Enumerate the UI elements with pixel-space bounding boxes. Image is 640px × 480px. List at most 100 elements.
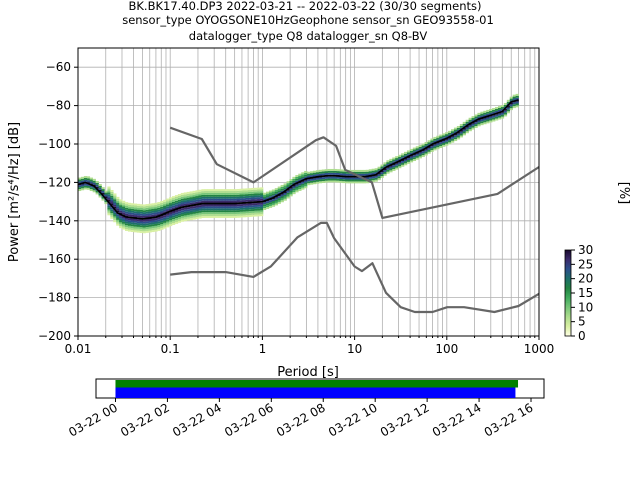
density-cell — [101, 189, 105, 191]
density-cell — [401, 164, 405, 167]
density-cell — [362, 169, 367, 172]
density-cell — [327, 168, 331, 171]
density-cell — [374, 177, 378, 180]
density-cell — [289, 190, 293, 193]
density-cell — [497, 109, 502, 112]
density-cell — [324, 178, 328, 181]
density-cell — [386, 164, 390, 166]
density-cell — [201, 191, 205, 194]
density-cell — [145, 204, 149, 206]
density-cell — [359, 179, 364, 182]
density-cell — [465, 119, 469, 122]
density-cell — [474, 126, 478, 128]
density-cell — [500, 108, 505, 111]
density-cell — [92, 180, 96, 183]
density-cell — [433, 138, 437, 141]
density-cell — [174, 202, 179, 205]
density-cell — [198, 208, 202, 211]
density-cell — [450, 140, 455, 143]
density-cell — [280, 186, 284, 189]
density-cell — [98, 187, 102, 190]
density-cell — [186, 203, 190, 206]
density-cell — [506, 101, 511, 104]
density-cell — [116, 223, 120, 226]
psd-density-cells — [78, 93, 519, 234]
density-cell — [130, 207, 135, 209]
density-cell — [450, 138, 455, 141]
density-cell — [166, 204, 170, 207]
density-cell — [298, 187, 302, 190]
density-cell — [148, 222, 152, 225]
density-cell — [163, 219, 167, 221]
density-cell — [210, 212, 214, 215]
density-cell — [398, 158, 402, 161]
density-cell — [260, 206, 264, 209]
density-cell — [474, 122, 478, 125]
density-cell — [242, 211, 246, 214]
density-cell — [154, 212, 158, 215]
density-cell — [450, 134, 455, 137]
density-cell — [171, 196, 176, 199]
density-cell — [357, 181, 361, 184]
density-cell — [198, 189, 202, 192]
colorbar-tick-label: 30 — [578, 243, 593, 257]
density-cell — [110, 216, 114, 219]
density-cell — [127, 222, 132, 224]
density-cell — [166, 202, 170, 205]
density-cell — [351, 173, 355, 176]
density-cell — [169, 197, 173, 200]
density-cell — [227, 212, 232, 215]
density-cell — [207, 212, 211, 215]
density-cell — [213, 198, 217, 201]
density-cell — [301, 176, 305, 179]
density-cell — [218, 208, 223, 211]
density-cell — [145, 219, 149, 222]
density-cell — [477, 120, 481, 123]
density-cell — [233, 212, 237, 215]
density-cell — [216, 206, 220, 209]
density-cell — [177, 218, 182, 221]
density-cell — [245, 199, 249, 202]
density-cell — [430, 146, 434, 149]
density-cell — [89, 189, 93, 192]
density-cell — [345, 181, 349, 184]
density-cell — [133, 224, 138, 227]
density-cell — [180, 212, 185, 215]
density-cell — [130, 226, 135, 229]
density-cell — [257, 191, 261, 194]
density-cell — [110, 201, 114, 204]
density-cell — [315, 174, 320, 177]
density-cell — [78, 189, 82, 192]
density-cell — [116, 198, 120, 201]
density-cell — [245, 188, 249, 191]
density-cell — [183, 215, 187, 218]
density-cell — [421, 143, 425, 146]
density-cell — [471, 116, 475, 119]
density-cell — [442, 141, 446, 143]
density-cell — [398, 162, 402, 165]
density-cell — [189, 195, 193, 198]
density-cell — [113, 206, 117, 209]
density-cell — [392, 157, 396, 160]
density-cell — [127, 202, 132, 205]
density-cell — [127, 206, 132, 209]
density-cell — [304, 186, 308, 189]
density-cell — [230, 198, 234, 201]
density-cell — [221, 200, 226, 203]
density-cell — [248, 193, 252, 196]
density-cell — [227, 210, 232, 213]
density-cell — [509, 106, 513, 109]
density-cell — [192, 215, 196, 218]
density-cell — [186, 218, 190, 221]
density-cell — [195, 211, 199, 214]
density-cell — [280, 198, 284, 201]
density-cell — [151, 230, 155, 233]
density-cell — [415, 150, 419, 153]
density-cell — [154, 206, 158, 209]
density-cell — [448, 142, 452, 145]
density-cell — [130, 230, 135, 232]
density-cell — [160, 204, 164, 207]
density-cell — [310, 171, 314, 174]
density-cell — [233, 196, 237, 199]
density-cell — [500, 116, 505, 119]
